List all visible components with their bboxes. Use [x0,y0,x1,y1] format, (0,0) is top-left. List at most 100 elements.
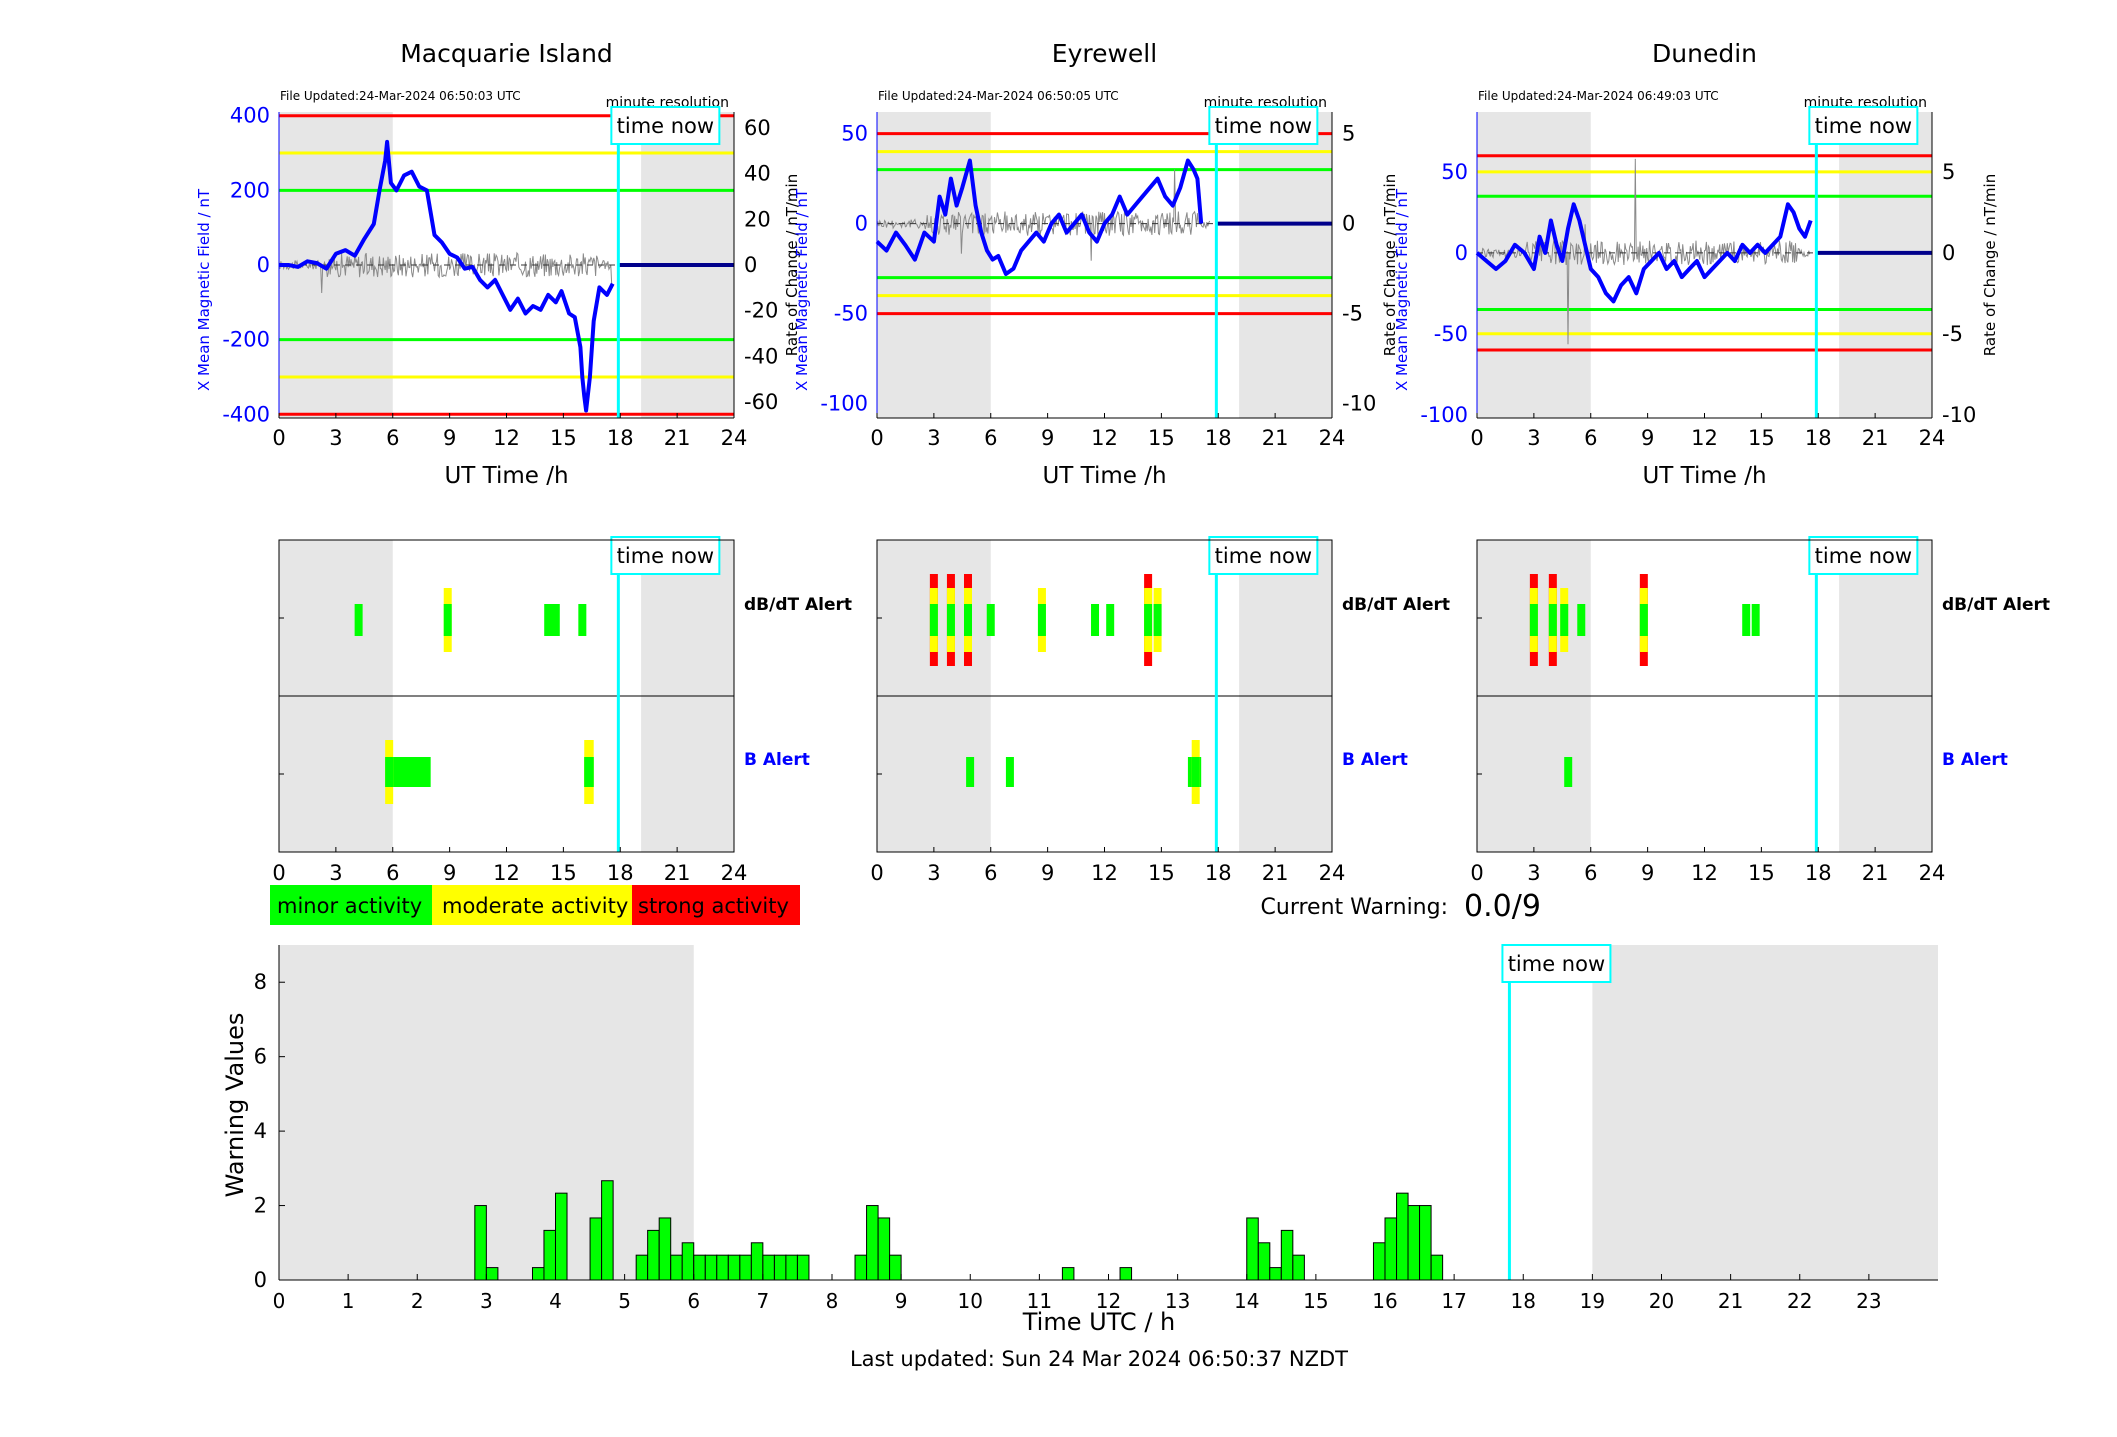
rate-tick-label: -5 [1942,322,1963,346]
dbdt-alert-mark [354,604,363,636]
warning-bar [555,1192,568,1281]
x-tick-label: 18 [1205,426,1232,450]
x-tick-label: 9 [1041,861,1054,885]
x-tick-label: 5 [618,1289,631,1313]
time-now-label: time now [1215,544,1312,568]
dbdt-alert-mark [1751,604,1760,636]
x-tick-label: 24 [721,426,748,450]
rate-tick-label: -60 [744,390,778,414]
dbdt-alert-mark [1560,604,1569,636]
dbdt-alert-mark [1153,604,1162,636]
y-tick-label: -50 [834,302,868,326]
x-tick-label: 3 [329,861,342,885]
y-tick-label: 400 [230,104,270,128]
x-tick-label: 13 [1165,1289,1190,1313]
dbdt-alert-mark [578,604,587,636]
warning-bar [543,1229,556,1281]
x-tick-label: 9 [895,1289,908,1313]
rate-axis-label: Rate of Change / nT/min [1981,174,1999,356]
x-tick-label: 6 [984,426,997,450]
x-tick-label: 0 [870,426,883,450]
dbdt-alert-mark [551,604,560,636]
time-now-box [1501,944,1612,983]
legend-moderate-label: moderate activity [442,894,628,918]
x-tick-label: 6 [984,861,997,885]
night-shade [1592,945,1938,1280]
warning-bar [889,1254,902,1281]
dbdt-alert-mark [1639,604,1648,636]
b-alert-mark [1564,757,1573,787]
dbdt-alert-mark [1106,604,1115,636]
y-tick-label: -400 [222,402,270,426]
warning-bar [1384,1217,1398,1281]
y-tick-label: 50 [841,122,868,146]
x-tick-label: 19 [1580,1289,1605,1313]
rate-tick-label: 5 [1942,160,1955,184]
warning-bar [474,1205,487,1281]
rate-tick-label: -10 [1942,403,1976,427]
x-tick-label: 12 [493,861,520,885]
bottom-y-axis-label: Warning Values [221,1013,249,1198]
night-shade [1839,112,1932,418]
x-tick-label: 6 [687,1289,700,1313]
dbdt-alert-mark [964,604,972,636]
station-panel-2: Dunedin File Updated:24-Mar-2024 06:49:03… [1393,39,2050,885]
dbdt-alert-mark [946,604,955,636]
warning-bar [647,1229,660,1281]
x-tick-label: 3 [329,426,342,450]
warning-bar [1269,1267,1282,1281]
b-alert-mark [966,757,975,787]
x-tick-label: 15 [550,861,577,885]
warning-bar [1396,1192,1409,1281]
rate-tick-label: -40 [744,344,778,368]
x-tick-label: 6 [386,426,399,450]
b-alert-label: B Alert [1942,750,2008,770]
x-tick-label: 21 [1718,1289,1743,1313]
x-tick-label: 12 [1691,426,1718,450]
y-axis-label: X Mean Magnetic Field / nT [195,188,213,391]
y-tick-label: 200 [230,178,270,202]
rate-tick-label: -10 [1342,392,1376,416]
warning-bar [877,1217,891,1281]
current-warning-value: 0.0/9 [1464,889,1541,924]
x-tick-label: 18 [1805,861,1832,885]
time-now-label: time now [1815,114,1912,138]
time-now-box [1808,106,1919,145]
warning-bar [1246,1217,1259,1281]
legend-strong-label: strong activity [638,894,789,918]
y-tick-label: 0 [1455,241,1468,265]
x-tick-label: 0 [870,861,883,885]
warning-bar [1257,1242,1271,1281]
y-tick-label: -50 [1434,322,1468,346]
y-axis-label: X Mean Magnetic Field / nT [793,188,811,391]
warning-bar [785,1254,798,1281]
x-tick-label: 6 [386,861,399,885]
x-tick-label: 18 [1205,861,1232,885]
x-tick-label: 18 [607,861,634,885]
rate-tick-label: 40 [744,162,771,186]
x-tick-label: 12 [1096,1289,1121,1313]
x-tick-label: 20 [1649,1289,1674,1313]
dbdt-alert-label: dB/dT Alert [1342,595,1450,615]
x-tick-label: 4 [549,1289,562,1313]
station-panels: Macquarie Island File Updated:24-Mar-2024… [195,39,2050,885]
rate-of-change-trace [278,251,613,294]
b-alert-label: B Alert [1342,750,1408,770]
x-tick-label: 7 [757,1289,770,1313]
x-tick-label: 9 [443,861,456,885]
x-tick-label: 0 [272,861,285,885]
warning-bar [670,1254,683,1281]
x-tick-label: 3 [480,1289,493,1313]
x-axis-label: UT Time /h [444,463,568,489]
dbdt-alert-mark [1742,604,1751,636]
warning-bar [589,1217,603,1281]
warning-bar [854,1254,868,1281]
time-now-label: time now [617,544,714,568]
y-tick-label: -200 [222,328,270,352]
warning-bar [1061,1267,1075,1281]
y-tick-label: 2 [254,1194,267,1218]
x-tick-label: 21 [1262,426,1289,450]
x-tick-label: 18 [607,426,634,450]
b-alert-mark [385,757,394,787]
